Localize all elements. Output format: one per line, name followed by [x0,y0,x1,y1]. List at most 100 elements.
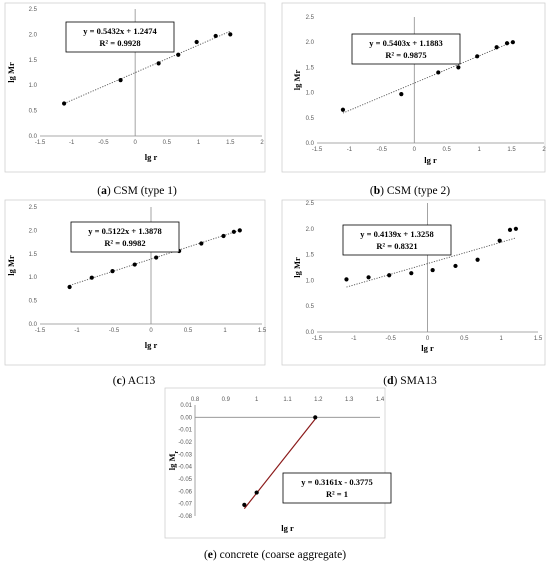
subfigure-caption: (a) CSM (type 1) [97,185,177,197]
equation-box [70,221,180,253]
data-point [242,502,247,507]
x-tick-label: 1 [477,147,481,153]
data-point [387,273,392,278]
caption-letter: d [387,375,394,387]
x-axis-label: lg r [421,343,434,353]
y-tick-label: 1.0 [29,275,38,281]
y-tick-label: 1.5 [29,252,38,258]
data-point [504,41,510,46]
chart-frame [281,2,546,173]
x-tick-label: -0.5 [377,147,388,153]
x-tick-label: 0 [133,140,137,146]
x-tick-label: 0.9 [222,397,231,403]
data-point [156,61,161,66]
y-tick-label: -0.04 [178,465,192,471]
regression-equation: y = 0.5403x + 1.1883 [369,38,442,48]
data-point [221,233,226,239]
y-axis-label: lg Mr [292,257,302,278]
x-tick-label: -1 [74,328,80,334]
x-tick-label: 1.5 [534,336,543,342]
y-tick-label: -0.05 [178,477,192,483]
data-point [254,490,259,495]
equation-box [65,21,175,53]
caption-text: CSM (type 1) [113,185,177,197]
x-tick-label: 1 [255,397,259,403]
data-point [89,275,94,280]
trendline [346,237,517,288]
data-point [510,40,515,45]
data-point [313,415,318,420]
y-tick-label: 0.5 [306,304,315,310]
x-tick-label: -1.5 [312,147,323,153]
x-tick-label: 1.5 [226,140,235,146]
x-tick-label: 1.2 [314,397,323,403]
data-point [475,257,480,262]
chart-panel: 0.0 0.5 1.0 1.5 2.0 2.5 -1.5 -1 -0.5 0 0.5 1 1.5 2 lg … [281,2,546,173]
subfigure-caption: (b) CSM (type 2) [369,185,451,197]
x-tick-label: -1 [347,147,353,153]
x-tick-label: 1 [499,336,503,342]
equation-box [282,472,392,504]
chart-panel: 0.0 0.5 1.0 1.5 2.0 2.5 -1.5 -1 -0.5 0 0.5 1 1.5 lg r… [281,199,546,366]
y-axis-label: lg Mr [292,70,302,91]
x-tick-label: 1.1 [283,397,292,403]
x-tick-label: 1.4 [376,397,385,403]
equation-box [351,33,461,65]
data-point [110,269,115,274]
y-tick-label: 0.01 [180,403,192,409]
y-tick-label: 2.0 [306,227,315,233]
caption-letter: a [101,185,107,197]
y-tick-label: -0.02 [178,440,192,446]
y-tick-label: -0.06 [178,489,192,495]
regression-equation: y = 0.4139x + 1.3258 [360,229,433,239]
data-point [340,107,346,112]
x-tick-label: 1.5 [507,147,516,153]
data-point [213,33,218,39]
x-tick-label: 1 [197,140,201,146]
y-tick-label: 2.0 [306,40,315,46]
y-tick-label: 2.0 [29,228,38,234]
data-point [67,284,72,290]
data-point [132,262,137,267]
y-tick-label: 0.0 [29,134,38,140]
caption-text: SMA13 [400,375,437,387]
x-tick-label: 2 [260,140,264,146]
y-tick-label: 0.0 [29,322,38,328]
x-tick-label: 1 [223,328,227,334]
caption-letter: b [373,185,381,197]
chart-frame [164,387,386,539]
y-tick-label: -0.01 [178,428,192,434]
caption-text: concrete (coarse aggregate) [219,549,347,561]
caption-letter: c [116,375,122,387]
x-tick-label: -0.5 [98,140,109,146]
data-point [436,70,441,75]
x-axis-label: lg r [281,523,294,533]
x-tick-label: -0.5 [109,328,120,334]
x-tick-label: -1 [351,336,357,342]
y-tick-label: 2.0 [29,32,38,38]
y-tick-label: 2.5 [306,15,315,21]
data-point [199,241,204,246]
y-axis-label: lg Mr [6,62,16,83]
regression-equation: y = 0.5122x + 1.3878 [88,226,161,236]
data-point [237,228,242,233]
x-tick-label: -1 [69,140,75,146]
subfigure-caption: (c) AC13 [112,375,156,387]
y-tick-label: 1.5 [306,65,315,71]
data-point [62,101,67,106]
caption-text: AC13 [127,375,156,387]
x-tick-label: 0.5 [443,147,452,153]
data-point [366,275,371,280]
subfigure-caption: (e) concrete (coarse aggregate) [203,549,347,561]
data-point [430,267,435,273]
data-point [513,226,519,231]
y-tick-label: 1.0 [29,83,38,89]
y-tick-label: 0.5 [29,109,38,115]
data-point [154,255,159,260]
x-tick-label: 0 [426,336,430,342]
y-axis-label: lg Mr [167,450,180,470]
data-point [194,39,199,45]
data-point [231,229,236,234]
x-tick-label: -1.5 [35,140,46,146]
y-tick-label: 0.00 [180,415,192,421]
